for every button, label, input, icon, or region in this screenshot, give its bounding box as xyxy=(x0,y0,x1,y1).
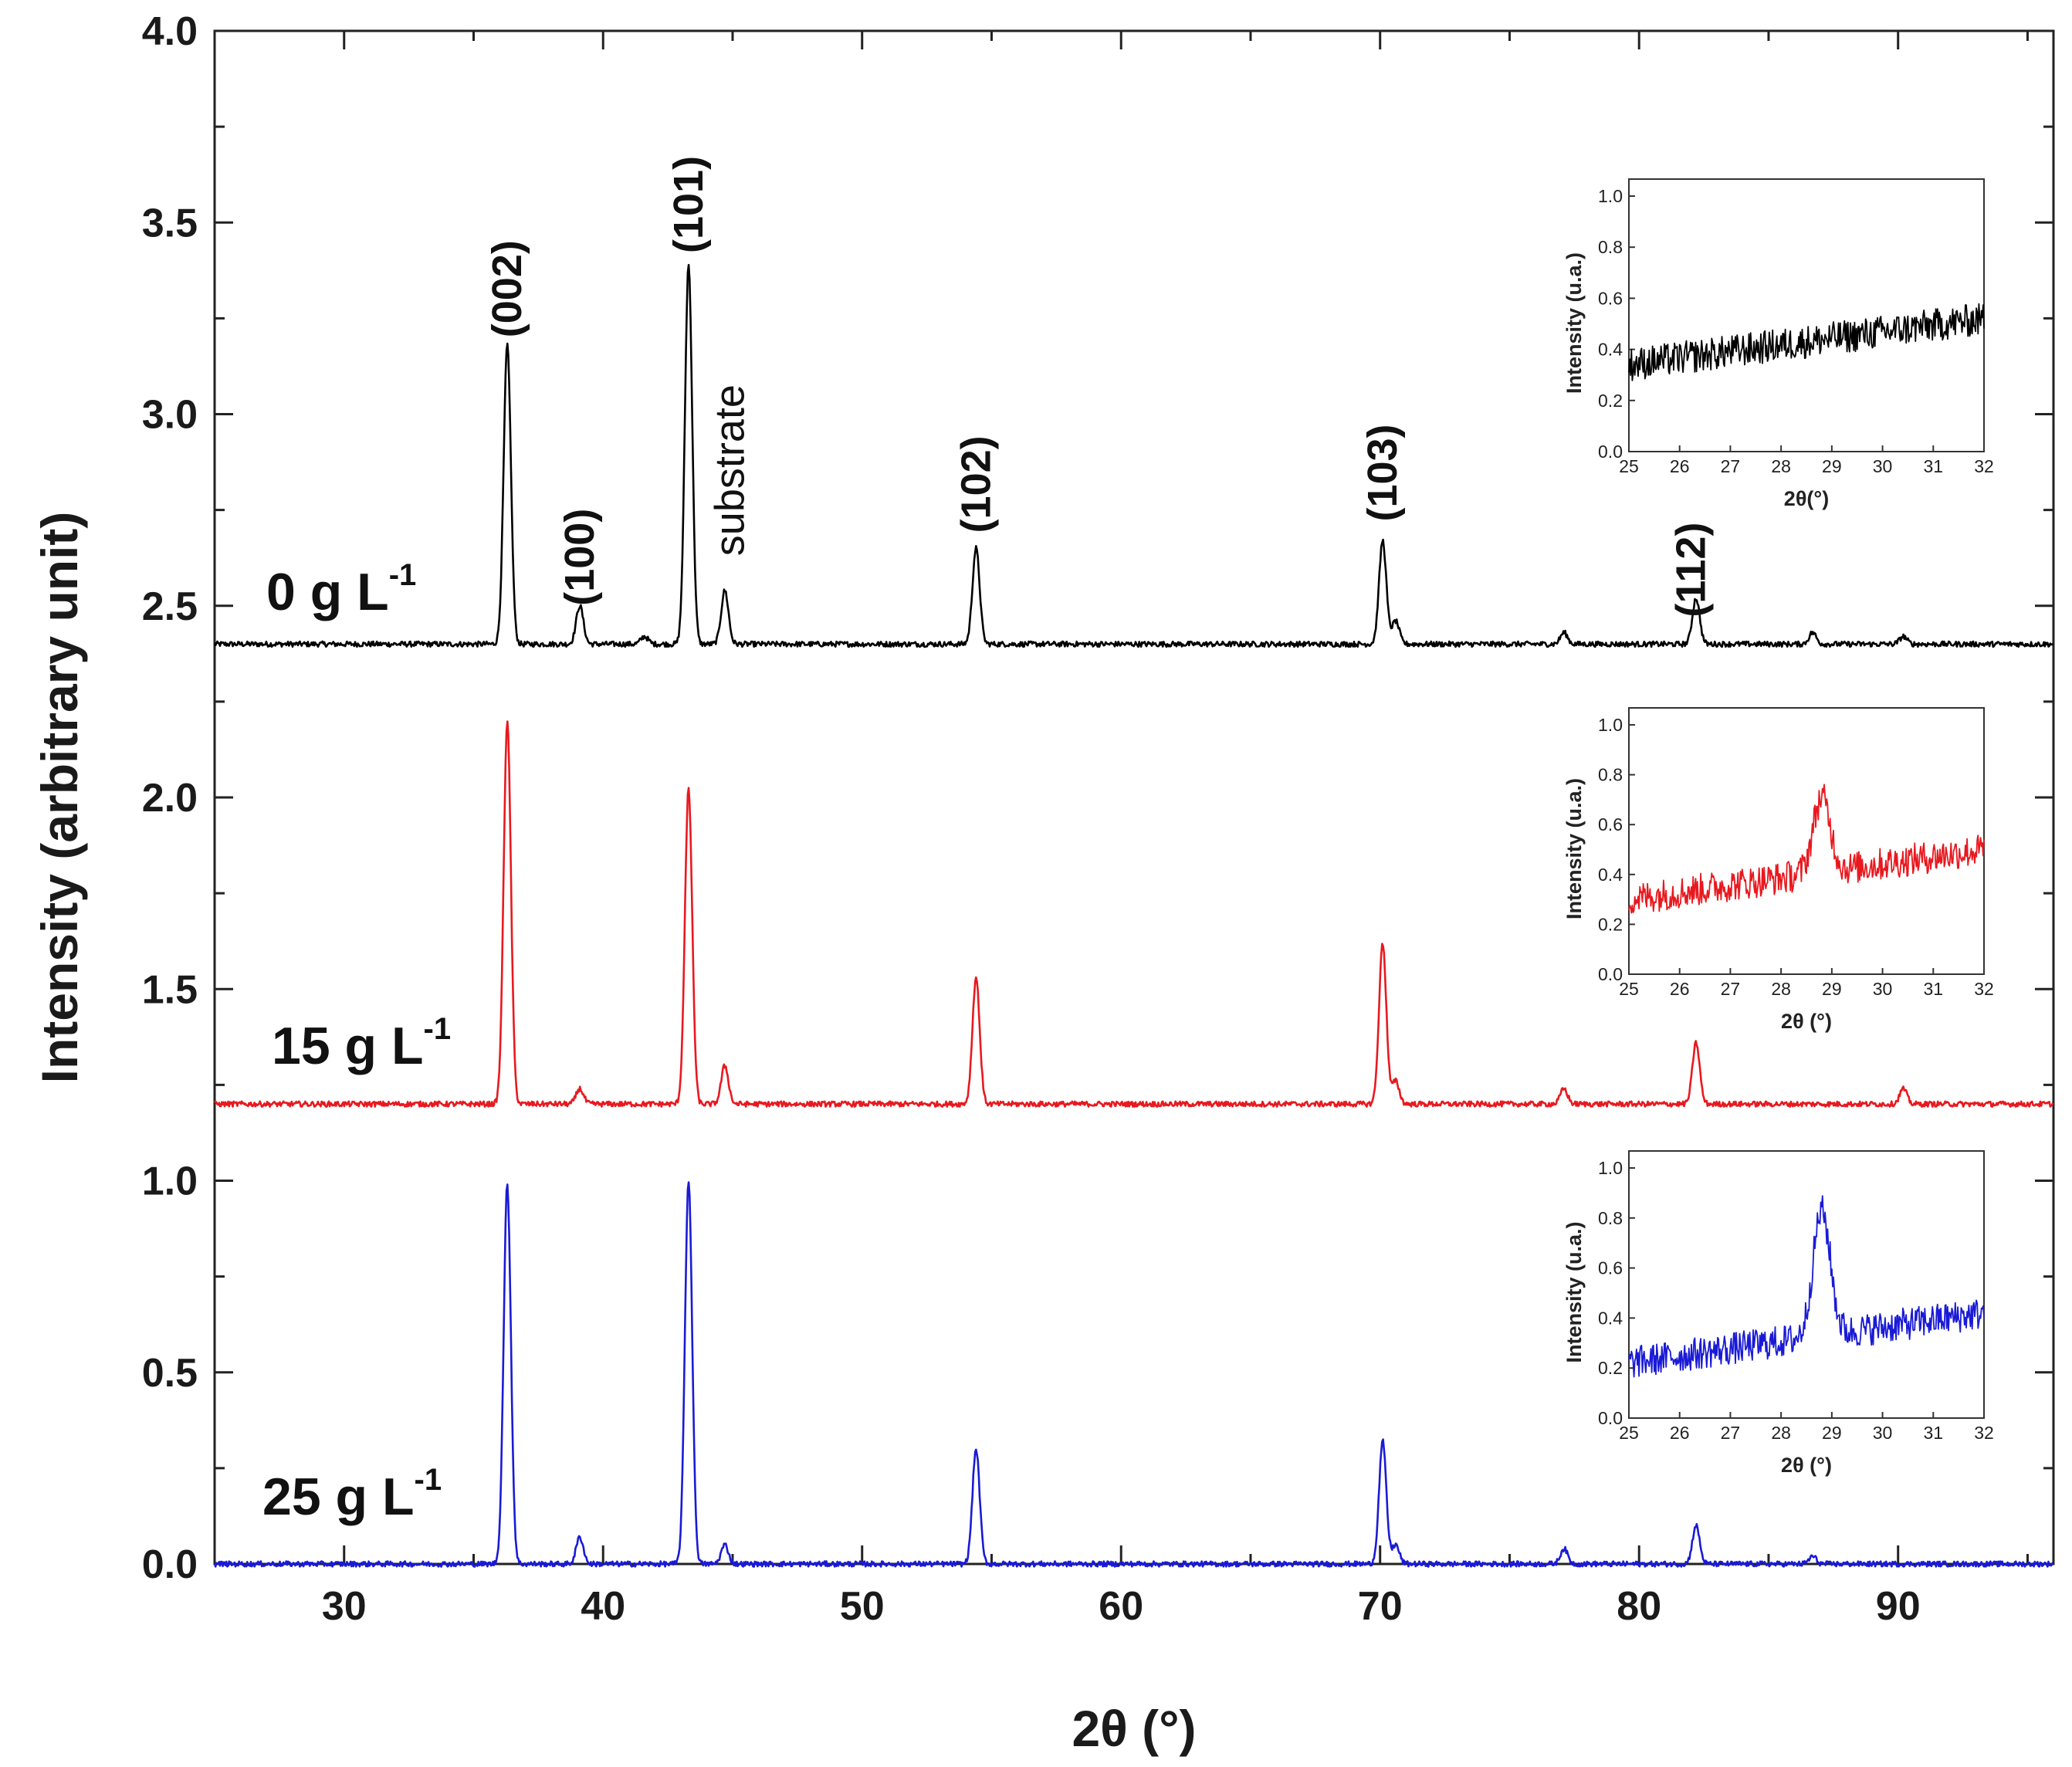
inset-y-tick-label: 0.0 xyxy=(1598,1408,1623,1428)
inset-trace-line xyxy=(1628,1195,1985,1378)
sample-label-main: 0 g L xyxy=(266,563,389,621)
sample-label-superscript: -1 xyxy=(424,1012,452,1046)
inset-y-tick-label: 0.2 xyxy=(1598,914,1623,934)
inset-y-axis-title: Intensity (u.a.) xyxy=(1562,778,1586,919)
sample-label: 15 g L-1 xyxy=(272,1012,451,1075)
inset-y-axis-title: Intensity (u.a.) xyxy=(1562,252,1586,394)
inset-frame xyxy=(1628,707,1985,975)
inset-x-tick-label: 25 xyxy=(1619,1423,1639,1443)
inset-x-tick-label: 25 xyxy=(1619,456,1639,476)
inset-y-tick-label: 0.8 xyxy=(1598,1208,1623,1228)
y-tick-label: 0.5 xyxy=(142,1351,198,1396)
inset-chart: 25 26 27 28 29 30 31 32 0.0 0.2 0.4 0.6 0.8 1.0 2θ (°)… xyxy=(1562,707,1994,1033)
inset-y-tick-label: 1.0 xyxy=(1598,186,1623,206)
main-chart: 30 40 50 60 70 80 90 0.0 0.5 1.0 1.5 2.0 2.5 3.0 3.5 4.… xyxy=(31,9,2055,1757)
sample-label-superscript: -1 xyxy=(415,1463,442,1497)
sample-label-main: 25 g L xyxy=(262,1467,415,1526)
x-tick-label: 40 xyxy=(581,1584,625,1629)
inset-x-axis-title: 2θ (°) xyxy=(1781,1010,1832,1033)
inset-x-axis-title: 2θ (°) xyxy=(1781,1454,1832,1477)
inset-x-tick-label: 26 xyxy=(1670,456,1690,476)
sample-label: 25 g L-1 xyxy=(262,1463,442,1526)
inset-trace-line xyxy=(1628,784,1985,914)
inset-x-tick-label: 28 xyxy=(1771,979,1791,999)
inset-x-tick-label: 27 xyxy=(1721,1423,1741,1443)
xrd-trace-line xyxy=(213,263,2053,648)
inset-x-tick-label: 31 xyxy=(1923,1423,1943,1443)
inset-y-tick-label: 0.6 xyxy=(1598,814,1623,834)
inset-x-tick-label: 27 xyxy=(1721,979,1741,999)
y-tick-label: 2.0 xyxy=(142,776,198,821)
inset-x-axis-title: 2θ(°) xyxy=(1784,487,1829,510)
inset-x-tick-label: 31 xyxy=(1923,979,1943,999)
xrd-trace-line xyxy=(214,720,2054,1108)
inset-charts: 25 26 27 28 29 30 31 32 0.0 0.2 0.4 0.6 0.8 1.0 2θ(°) I… xyxy=(1562,178,1994,1477)
peak-annotation: (002) xyxy=(484,240,530,337)
inset-x-tick-label: 30 xyxy=(1873,456,1893,476)
x-tick-label: 30 xyxy=(322,1584,367,1629)
inset-y-tick-label: 0.0 xyxy=(1598,964,1623,984)
inset-x-tick-label: 27 xyxy=(1721,456,1741,476)
inset-y-tick-label: 0.2 xyxy=(1598,391,1623,411)
x-tick-label: 90 xyxy=(1876,1584,1921,1629)
inset-y-axis-title: Intensity (u.a.) xyxy=(1562,1221,1586,1362)
peak-annotation: (103) xyxy=(1359,424,1406,521)
inset-y-tick-label: 0.0 xyxy=(1598,442,1623,462)
peak-annotation: substrate xyxy=(707,384,753,556)
peak-annotation: (100) xyxy=(557,509,603,606)
inset-x-tick-label: 30 xyxy=(1873,1423,1893,1443)
sample-label-main: 15 g L xyxy=(272,1017,424,1075)
inset-y-tick-label: 0.4 xyxy=(1598,340,1623,360)
x-tick-label: 50 xyxy=(840,1584,885,1629)
inset-x-tick-label: 29 xyxy=(1822,979,1842,999)
y-tick-label: 3.5 xyxy=(142,201,198,245)
sample-label: 0 g L-1 xyxy=(266,558,416,621)
inset-y-tick-label: 0.4 xyxy=(1598,865,1623,885)
x-tick-label: 70 xyxy=(1358,1584,1403,1629)
y-axis-title: Intensity (arbitrary unit) xyxy=(31,512,88,1084)
inset-x-tick-label: 32 xyxy=(1974,1423,1994,1443)
sample-label-superscript: -1 xyxy=(389,558,417,592)
y-tick-label: 2.5 xyxy=(142,584,198,629)
inset-trace-line xyxy=(1628,303,1985,381)
y-tick-label: 3.0 xyxy=(142,393,198,438)
peak-annotation: (112) xyxy=(1667,523,1714,618)
inset-x-tick-label: 29 xyxy=(1822,1423,1842,1443)
inset-y-tick-label: 1.0 xyxy=(1598,715,1623,735)
inset-x-tick-label: 29 xyxy=(1822,456,1842,476)
inset-y-tick-label: 0.6 xyxy=(1598,288,1623,308)
inset-y-tick-label: 0.8 xyxy=(1598,765,1623,785)
inset-x-tick-label: 28 xyxy=(1771,456,1791,476)
inset-y-tick-label: 0.2 xyxy=(1598,1358,1623,1378)
inset-chart: 25 26 27 28 29 30 31 32 0.0 0.2 0.4 0.6 0.8 1.0 2θ(°) I… xyxy=(1562,178,1994,510)
y-tick-label: 1.0 xyxy=(142,1159,198,1204)
inset-x-tick-label: 32 xyxy=(1974,979,1994,999)
x-tick-label: 60 xyxy=(1099,1584,1143,1629)
inset-frame xyxy=(1628,178,1985,452)
inset-x-tick-label: 25 xyxy=(1619,979,1639,999)
peak-annotation: (101) xyxy=(665,156,712,253)
peak-annotation: (102) xyxy=(953,435,999,533)
inset-frame xyxy=(1628,1150,1985,1419)
inset-y-tick-label: 0.6 xyxy=(1598,1258,1623,1278)
y-tick-label: 1.5 xyxy=(142,967,198,1012)
x-tick-label: 80 xyxy=(1617,1584,1661,1629)
inset-x-tick-label: 32 xyxy=(1974,456,1994,476)
inset-x-tick-label: 26 xyxy=(1670,1423,1690,1443)
inset-chart: 25 26 27 28 29 30 31 32 0.0 0.2 0.4 0.6 0.8 1.0 2θ (°)… xyxy=(1562,1150,1994,1477)
xrd-trace-line xyxy=(213,1181,2054,1568)
y-tick-label: 4.0 xyxy=(142,9,198,54)
inset-y-tick-label: 0.8 xyxy=(1598,237,1623,257)
inset-y-tick-label: 0.4 xyxy=(1598,1308,1623,1328)
x-axis-title: 2θ (°) xyxy=(1072,1700,1196,1757)
y-tick-label: 0.0 xyxy=(142,1542,198,1587)
inset-x-tick-label: 31 xyxy=(1923,456,1943,476)
inset-y-tick-label: 1.0 xyxy=(1598,1158,1623,1178)
inset-x-tick-label: 26 xyxy=(1670,979,1690,999)
inset-x-tick-label: 28 xyxy=(1771,1423,1791,1443)
inset-x-tick-label: 30 xyxy=(1873,979,1893,999)
